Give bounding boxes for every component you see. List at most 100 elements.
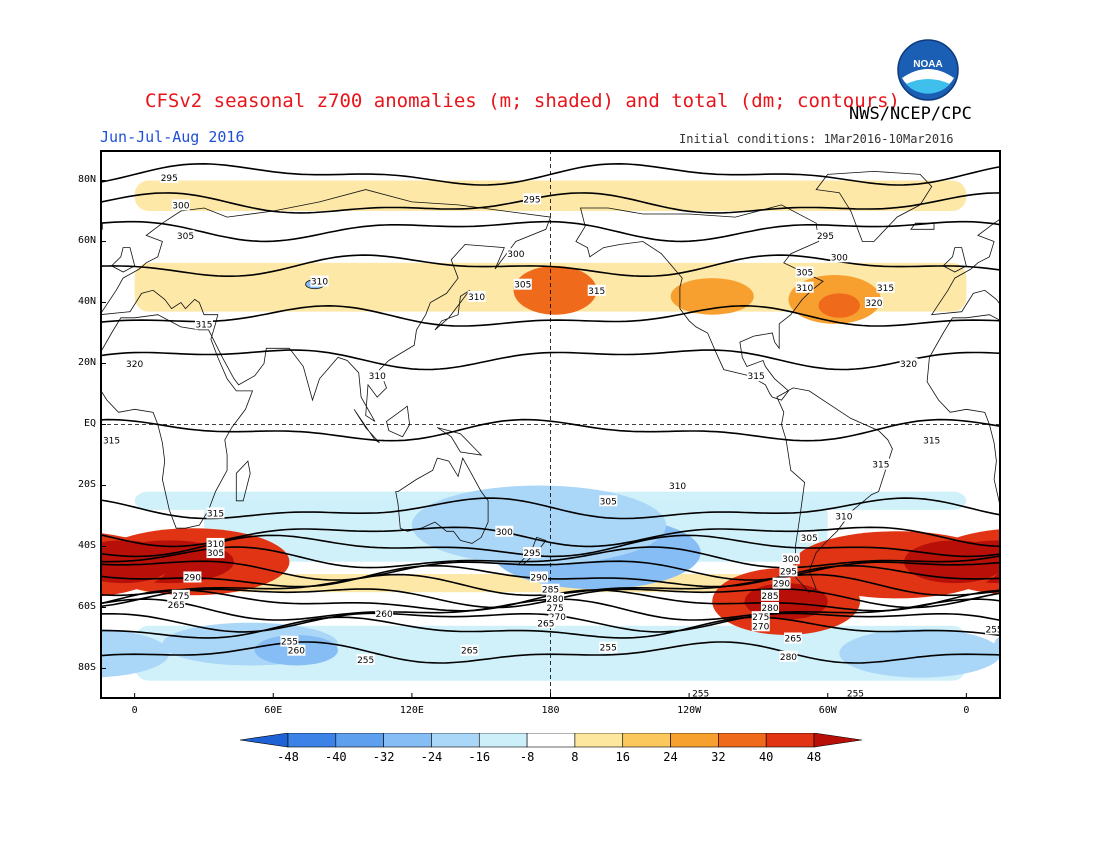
- lon-label: 180: [541, 705, 560, 716]
- contour-label-text: 300: [172, 201, 189, 211]
- contour-label-text: 290: [773, 580, 790, 590]
- anomaly-region: [100, 540, 174, 584]
- initial-conditions: Initial conditions: 1Mar2016-10Mar2016: [679, 132, 954, 146]
- contour-label-text: 255: [281, 638, 298, 648]
- colorbar-segment: [670, 733, 719, 748]
- contour-label-text: 310: [835, 513, 852, 523]
- colorbar-segment: [718, 733, 767, 748]
- contour-label: 260: [375, 608, 394, 620]
- colorbar-segment: [526, 733, 576, 748]
- contour-label: 255: [356, 653, 375, 666]
- contour-label: 320: [864, 297, 883, 309]
- contour-label-text: 310: [369, 372, 386, 382]
- contour-label: 285: [541, 583, 560, 596]
- colorbar-tick-label: 48: [806, 750, 822, 764]
- contour-label: 305: [795, 266, 814, 279]
- coastline: [235, 460, 251, 502]
- contour-label: 280: [546, 592, 565, 605]
- contour-label: 305: [176, 229, 195, 242]
- lon-label: 60E: [264, 705, 283, 716]
- contour-label-text: 315: [588, 287, 605, 297]
- contour-label-text: 300: [507, 250, 524, 260]
- contour-label-text: 315: [103, 436, 120, 446]
- colorbar-segment: [622, 733, 671, 748]
- contour-label-text: 265: [537, 619, 554, 629]
- contour-label-text: 280: [761, 604, 778, 614]
- contour-label: 300: [781, 553, 800, 565]
- colorbar-tick-label: -8: [519, 750, 535, 764]
- contour-label-text: 310: [669, 482, 686, 492]
- contour-label: 315: [587, 284, 606, 297]
- lat-label: 20S: [77, 478, 96, 490]
- contour-label: 295: [816, 229, 835, 242]
- colorbar-arrow-right: [813, 733, 862, 748]
- coastline: [386, 405, 411, 438]
- height-contour: [100, 546, 1001, 569]
- contour-label: 310: [206, 537, 225, 550]
- coastline: [434, 289, 470, 331]
- contour-label-text: 275: [752, 613, 769, 623]
- z700-anomaly-map: 2953003053103153203102953003053103153152…: [100, 150, 1001, 699]
- contour-label: 255: [599, 641, 618, 654]
- contour-label: 255: [985, 623, 1001, 635]
- contour-label-text: 290: [184, 574, 201, 584]
- contour-label-text: 275: [172, 592, 189, 602]
- contour-label-text: 295: [780, 567, 797, 577]
- contour-label: 255: [280, 635, 299, 648]
- contour-label-text: 300: [831, 253, 848, 263]
- contour-label: 315: [206, 507, 225, 519]
- anomaly-region: [100, 629, 170, 678]
- contour-label: 275: [751, 611, 770, 623]
- contour-label-text: 295: [523, 195, 540, 205]
- forecast-period: Jun-Jul-Aug 2016: [100, 128, 245, 146]
- contour-label: 320: [125, 358, 144, 370]
- anomaly-region: [839, 628, 1001, 678]
- contour-label: 310: [467, 290, 486, 303]
- contour-label-text: 265: [784, 635, 801, 645]
- contour-label-text: 255: [600, 644, 617, 654]
- contour-label: 315: [194, 318, 213, 330]
- contour-label: 300: [495, 525, 514, 538]
- height-contour: [100, 254, 1001, 277]
- contour-label-text: 265: [461, 647, 478, 657]
- contour-label-text: 295: [523, 549, 540, 559]
- contour-label: 315: [747, 370, 766, 382]
- map-title: CFSv2 seasonal z700 anomalies (m; shaded…: [145, 90, 900, 112]
- contour-label-text: 315: [877, 284, 894, 294]
- contour-label: 265: [460, 644, 479, 657]
- colorbar-tick-label: -32: [372, 750, 395, 764]
- contour-label-text: 280: [547, 595, 564, 605]
- coastline: [437, 427, 483, 456]
- contour-label-text: 300: [496, 528, 513, 538]
- lat-label: 40N: [77, 295, 96, 307]
- contour-label: 255: [846, 687, 865, 699]
- contour-label-text: 255: [357, 656, 374, 666]
- contour-label: 295: [523, 193, 542, 205]
- contour-label-text: 310: [311, 278, 328, 288]
- coastline: [776, 387, 893, 593]
- height-contour: [100, 349, 1001, 371]
- contour-label-text: 280: [780, 653, 797, 663]
- contour-label-text: 305: [177, 232, 194, 242]
- contour-label: 265: [167, 598, 186, 611]
- colorbar-segment: [765, 733, 815, 748]
- contour-label: 305: [206, 547, 225, 559]
- height-contour: [100, 418, 1001, 442]
- colorbar-arrow-left: [240, 733, 289, 748]
- contour-label-text: 300: [782, 555, 799, 565]
- contour-label-text: 315: [207, 509, 224, 519]
- contour-label: 315: [876, 281, 895, 294]
- lat-label: 40S: [77, 539, 96, 551]
- colorbar-tick-label: -40: [324, 750, 347, 764]
- anomaly-colorbar: [240, 733, 862, 748]
- lat-label: 80N: [77, 173, 96, 185]
- contour-label: 295: [160, 171, 179, 184]
- contour-label: 300: [171, 199, 190, 211]
- contour-label-text: 295: [161, 174, 178, 184]
- contour-label: 310: [310, 275, 329, 288]
- contour-label-text: 260: [376, 610, 393, 620]
- anomaly-region: [513, 265, 597, 315]
- colorbar-segment: [574, 733, 624, 748]
- contour-label: 295: [779, 565, 798, 577]
- contour-label-text: 255: [692, 689, 709, 699]
